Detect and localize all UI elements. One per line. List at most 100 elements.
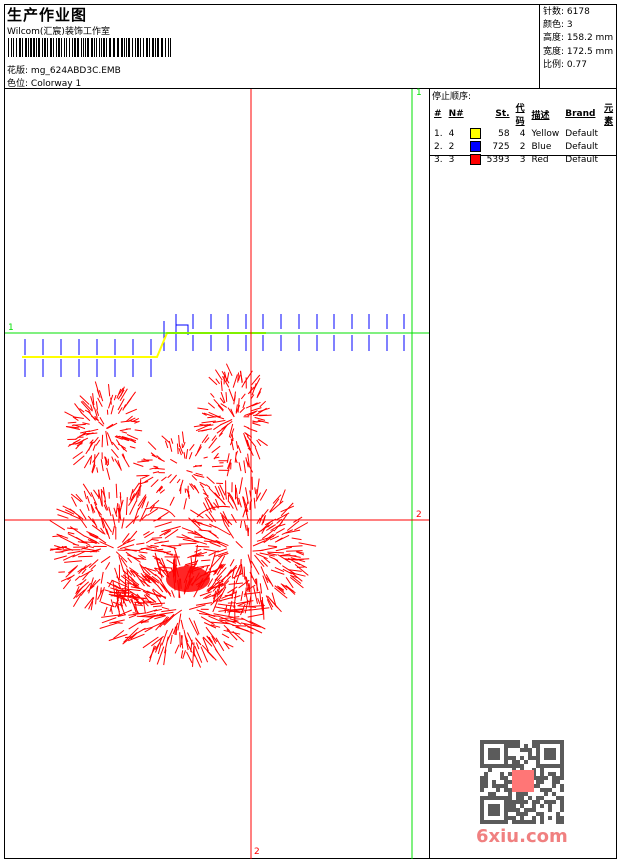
- row-code: 4: [519, 128, 526, 139]
- red-stitch: [261, 529, 275, 540]
- red-stitch: [229, 559, 235, 567]
- red-stitch: [282, 568, 293, 575]
- red-stitch: [206, 476, 215, 484]
- red-stitch: [93, 489, 100, 498]
- red-stitch: [233, 590, 237, 608]
- wolf-embroidery: [49, 363, 317, 668]
- red-stitch: [56, 508, 72, 516]
- red-stitch: [50, 548, 62, 551]
- red-stitch: [115, 595, 128, 602]
- red-stitch: [213, 502, 219, 509]
- red-stitch: [247, 453, 250, 466]
- red-stitch: [104, 456, 108, 463]
- watermark: 6xiu.com: [476, 826, 568, 847]
- row-needle: 2: [448, 141, 455, 152]
- qr-module: [516, 740, 520, 744]
- red-stitch: [178, 448, 182, 456]
- red-stitch: [120, 557, 128, 568]
- red-stitch: [191, 475, 198, 481]
- red-stitch: [105, 562, 111, 570]
- red-stitch: [142, 590, 151, 596]
- qr-module: [532, 768, 536, 772]
- red-stitch: [125, 551, 141, 563]
- col-code: 代码: [515, 104, 525, 127]
- red-stitch: [290, 575, 298, 579]
- red-stitch: [104, 589, 119, 595]
- red-stitch: [159, 529, 170, 537]
- red-stitch: [233, 619, 242, 625]
- red-stitch: [123, 627, 139, 643]
- qr-module: [560, 760, 564, 764]
- red-stitch: [203, 622, 217, 629]
- barcode-bar: [77, 38, 79, 57]
- red-stitch: [281, 529, 294, 536]
- red-stitch: [256, 391, 262, 399]
- red-stitch: [235, 405, 241, 414]
- red-stitch: [151, 575, 160, 583]
- qr-module: [516, 800, 520, 804]
- row-element: [601, 140, 617, 153]
- qr-module: [480, 756, 484, 760]
- red-stitch: [296, 550, 305, 554]
- red-stitch: [86, 495, 90, 504]
- red-stitch: [206, 635, 213, 643]
- barcode-bar: [11, 38, 12, 57]
- qr-module: [480, 788, 484, 792]
- red-stitch: [269, 535, 280, 541]
- qr-module: [492, 780, 496, 784]
- red-stitch: [117, 407, 123, 415]
- barcode-bar: [8, 38, 9, 57]
- red-stitch: [67, 527, 78, 530]
- red-stitch: [128, 491, 138, 506]
- row-desc: Red: [531, 154, 549, 165]
- red-stitch: [259, 489, 268, 501]
- red-stitch: [256, 478, 260, 495]
- red-stitch: [243, 591, 260, 595]
- stat-label: 颜色:: [543, 20, 565, 31]
- red-stitch: [122, 574, 140, 587]
- red-stitch: [121, 454, 130, 468]
- stat-label: 宽度:: [543, 46, 565, 57]
- red-stitch: [123, 397, 132, 409]
- red-stitch: [200, 616, 215, 626]
- barcode-bar: [69, 38, 70, 57]
- red-stitch: [72, 440, 79, 444]
- qr-module: [480, 780, 484, 784]
- red-stitch: [194, 536, 205, 539]
- design-file: 花版: mg_624ABD3C.EMB: [7, 63, 121, 76]
- red-stitch: [72, 416, 79, 422]
- red-stitch: [131, 598, 137, 613]
- red-stitch: [152, 605, 163, 608]
- red-stitch: [72, 550, 86, 558]
- qr-module: [504, 796, 508, 800]
- qr-module: [492, 796, 496, 800]
- red-stitch: [262, 515, 266, 524]
- stat-stitches: 针数: 6178: [543, 6, 617, 19]
- red-stitch: [289, 577, 304, 589]
- red-stitch: [144, 627, 153, 633]
- red-stitch: [252, 540, 266, 547]
- red-stitch: [253, 497, 256, 509]
- qr-module: [512, 740, 516, 744]
- barcode-bar: [103, 38, 105, 57]
- qr-module: [528, 796, 532, 800]
- qr-module: [536, 740, 540, 744]
- row-code: 2: [519, 141, 526, 152]
- red-stitch: [193, 473, 199, 477]
- table-row: 1. 4 58 4 Yellow Default: [431, 127, 617, 140]
- wolf-eye-right: [196, 506, 231, 518]
- stat-value: 0.77: [566, 59, 587, 70]
- red-stitch: [294, 564, 309, 576]
- red-stitch: [80, 411, 91, 422]
- red-stitch: [112, 621, 123, 624]
- red-stitch: [144, 600, 152, 603]
- red-stitch: [125, 515, 140, 529]
- red-stitch: [122, 538, 130, 545]
- red-stitch: [126, 568, 133, 576]
- qr-module: [496, 808, 500, 812]
- qr-module: [500, 820, 504, 824]
- red-stitch: [231, 496, 238, 511]
- red-stitch: [218, 610, 226, 612]
- red-stitch: [222, 376, 230, 388]
- red-stitch: [257, 407, 270, 413]
